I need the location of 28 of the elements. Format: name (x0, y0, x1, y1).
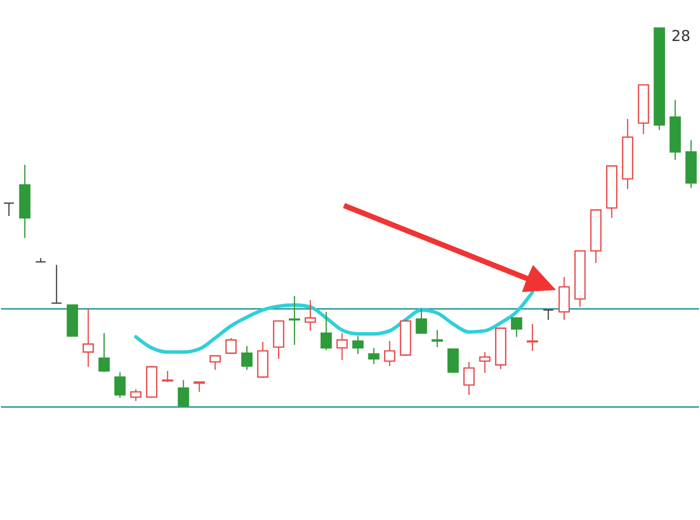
annotation: 28 (671, 27, 690, 45)
candlestick (178, 379, 190, 408)
candlestick (336, 332, 348, 361)
candlestick (241, 345, 253, 370)
candlestick (82, 308, 94, 368)
candlestick (384, 340, 396, 367)
candlestick (352, 336, 364, 355)
candlestick (463, 361, 475, 396)
candlestick (479, 351, 490, 374)
candlestick (288, 295, 300, 346)
candlestick (368, 347, 380, 365)
candlestick (447, 348, 459, 374)
candlestick (114, 372, 126, 399)
candlestick (130, 388, 142, 402)
candlestick (304, 300, 316, 332)
candlestick (526, 323, 538, 352)
candlestick (320, 311, 332, 351)
candlestick (50, 264, 62, 304)
candlestick (210, 355, 221, 370)
candlestick (225, 337, 237, 354)
candlestick (35, 257, 46, 262)
candlestick (194, 381, 205, 392)
candlestick (416, 307, 428, 334)
candlestick (510, 317, 522, 338)
candlestick (542, 309, 554, 320)
candlestick (98, 332, 110, 373)
candlestick (162, 370, 174, 383)
candlestick (3, 202, 15, 217)
